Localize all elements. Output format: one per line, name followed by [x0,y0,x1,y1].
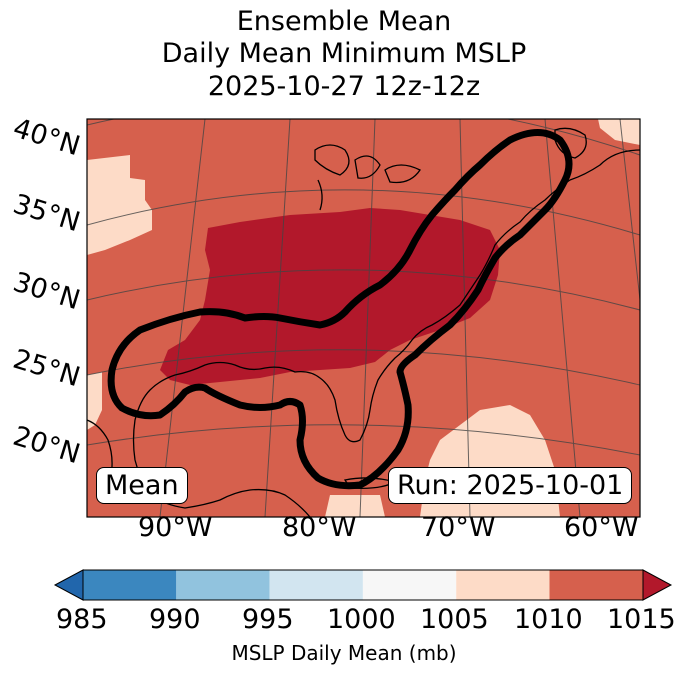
lon-label-70w: 70°W [421,512,496,543]
map-frame [86,118,641,518]
colorbar-frame [82,569,644,601]
title-line-2: Daily Mean Minimum MSLP [161,38,527,69]
colorbar-seg-985-990 [83,570,177,600]
ensemble-contour-outline [107,129,573,490]
field-1000-1005-northeast [598,119,640,145]
lon-label-80w: 80°W [282,512,357,543]
mean-label-box: Mean [96,467,188,504]
colorbar-seg-1010-1015 [549,570,643,600]
map-field [87,119,640,517]
colorbar-tick-1005: 1005 [420,604,489,635]
field-1000-1005-south [325,495,385,517]
colorbar-seg-995-1000 [269,570,363,600]
colorbar-seg-1000-1005 [362,570,457,600]
colorbar-tick-1000: 1000 [327,604,396,635]
colorbar-tick-990: 990 [149,604,201,635]
colorbar-tick-995: 995 [242,604,294,635]
colorbar-tick-985: 985 [56,604,108,635]
lon-label-90w: 90°W [138,512,213,543]
colorbar-extend-low [53,569,84,601]
colorbar-tick-1010: 1010 [514,604,583,635]
field-1000-1005-northwest [87,155,152,255]
title-line-1: Ensemble Mean [236,6,452,37]
colorbar-tick-1015: 1015 [607,604,676,635]
colorbar [53,569,673,601]
field-1000-1005-west [87,372,102,430]
lon-label-60w: 60°W [564,512,639,543]
colorbar-seg-990-995 [176,570,270,600]
colorbar-extend-high [642,569,673,601]
colorbar-seg-1005-1010 [456,570,550,600]
run-date-box: Run: 2025-10-01 [388,467,633,504]
field-above-1010 [160,208,500,385]
colorbar-label: MSLP Daily Mean (mb) [231,641,457,665]
title-line-3: 2025-10-27 12z-12z [207,71,481,102]
